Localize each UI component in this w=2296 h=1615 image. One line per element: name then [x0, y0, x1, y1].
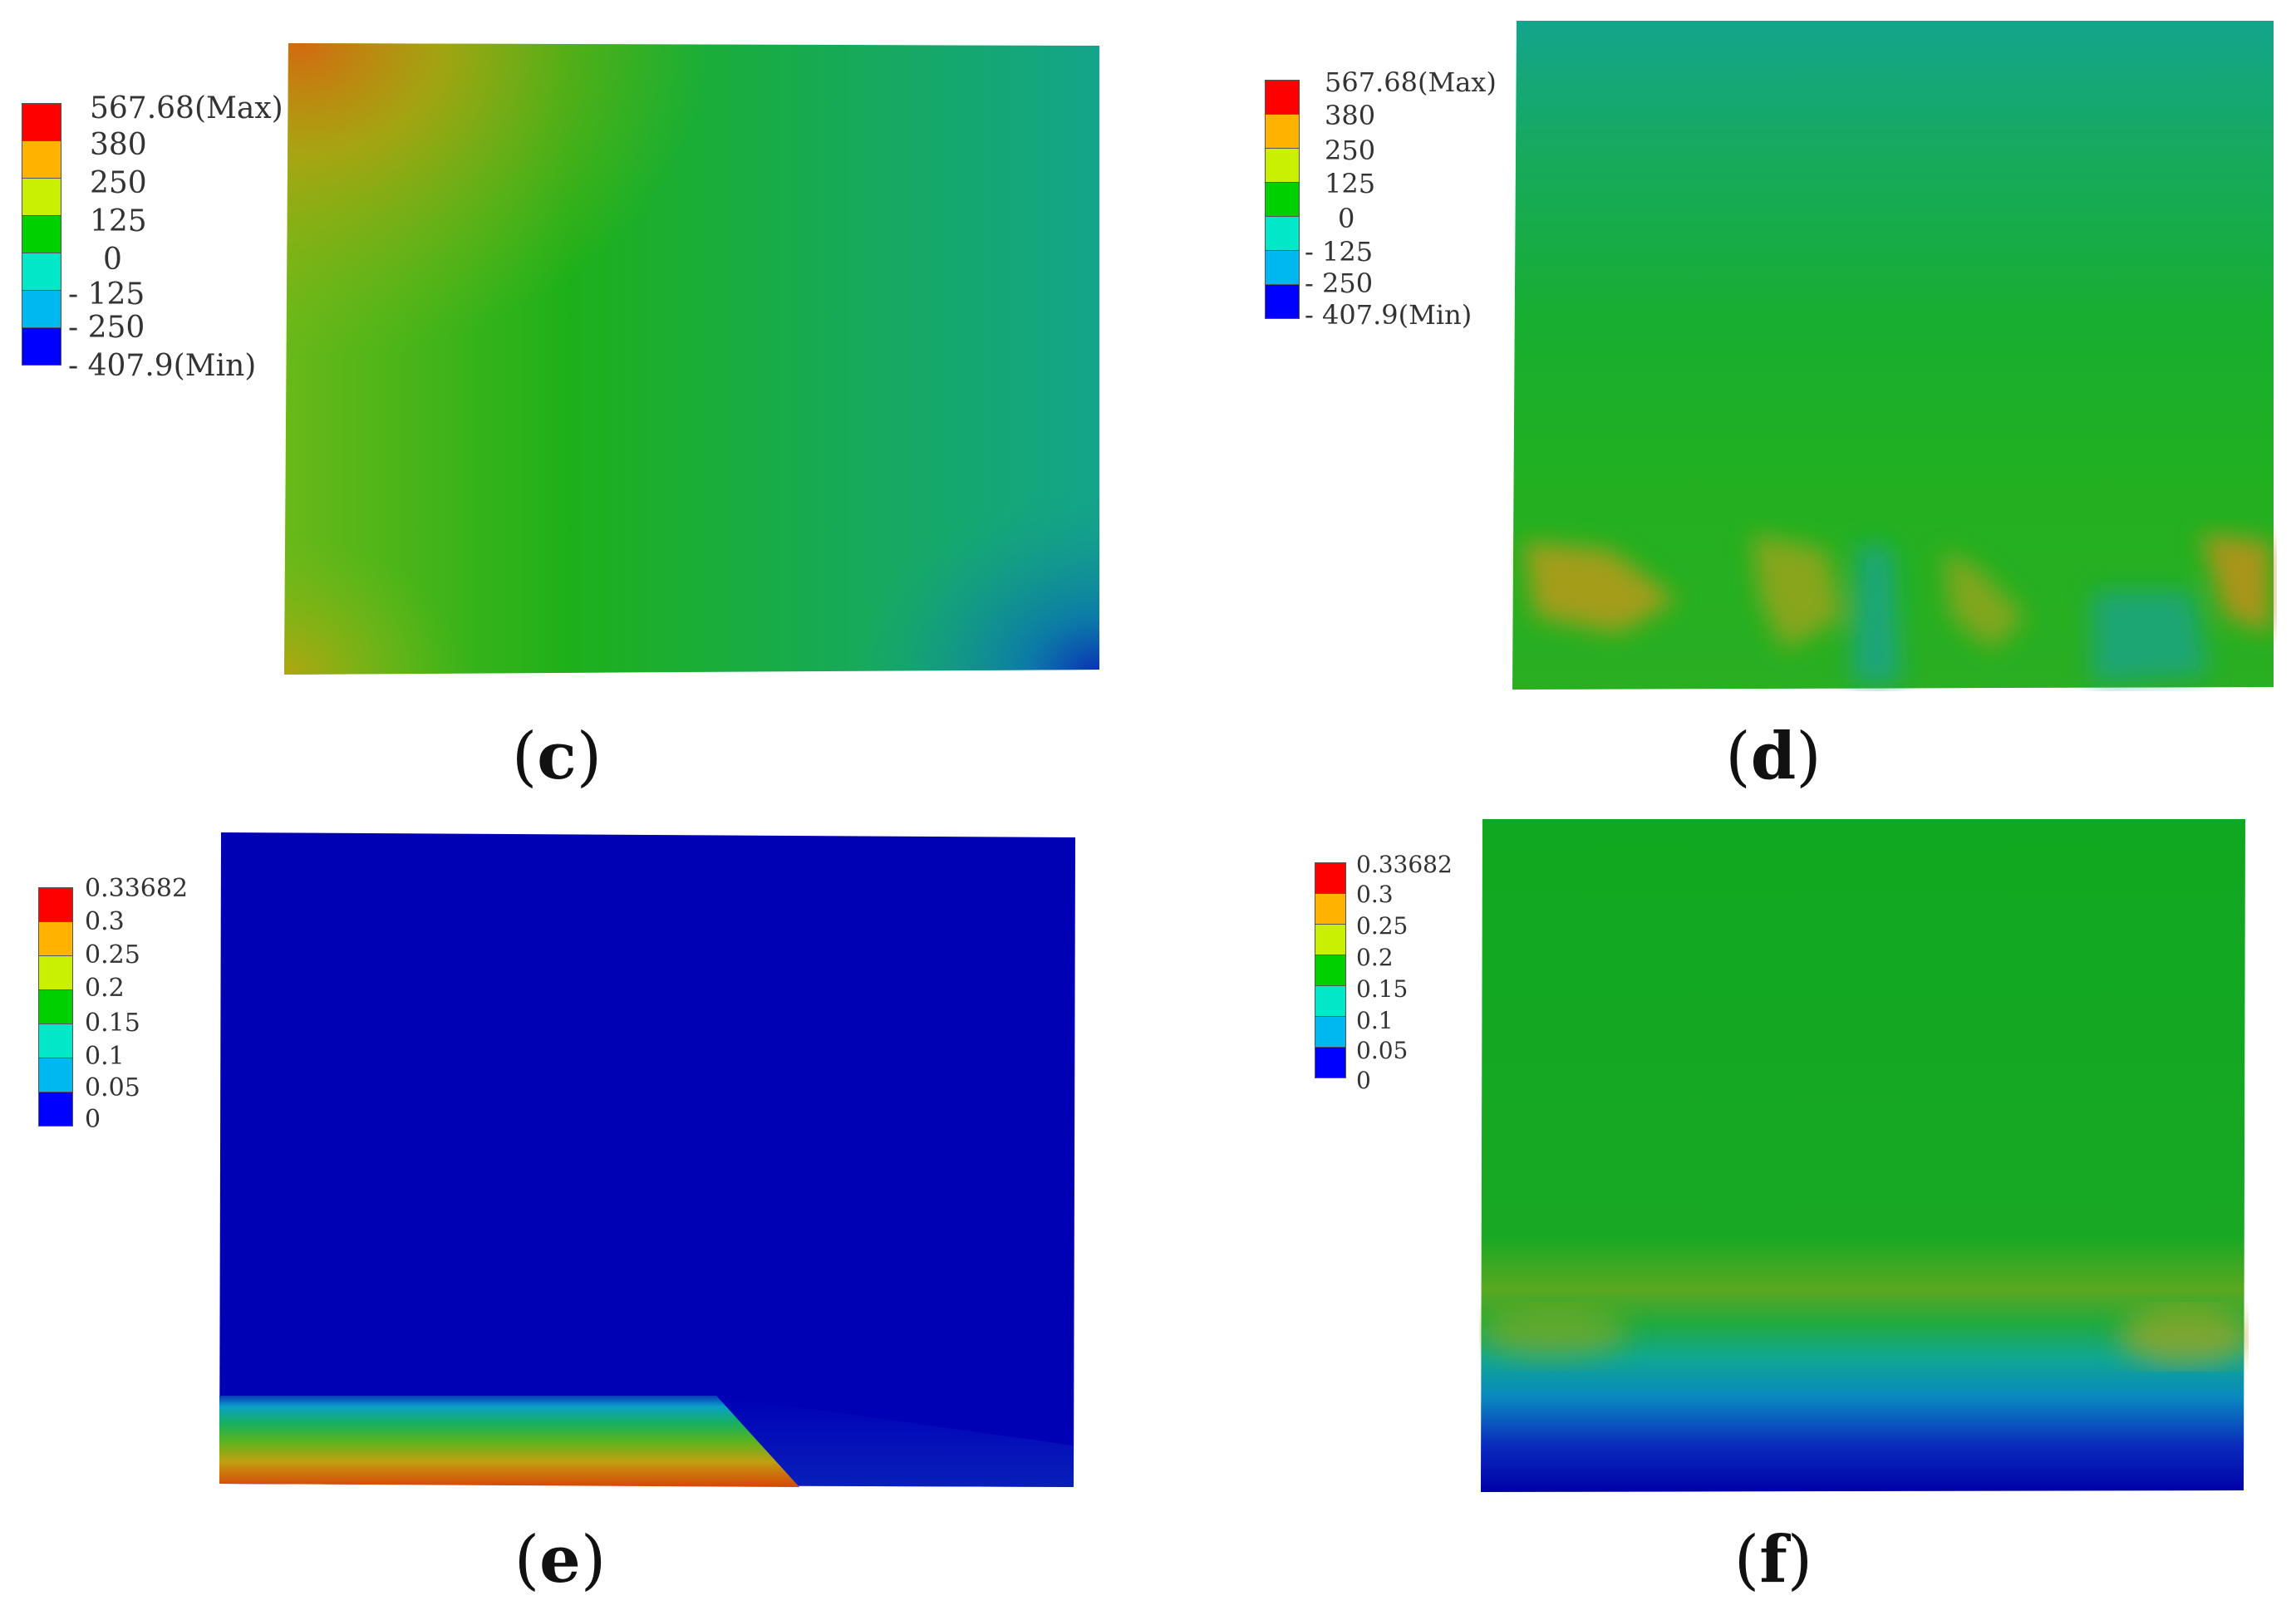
legend-label-min: 0	[1356, 1067, 1371, 1094]
legend-label: 125	[1325, 168, 1376, 199]
legend-label: 0.1	[85, 1042, 125, 1071]
panel-label-d: (d)	[1725, 719, 1822, 794]
legend-swatch	[1265, 80, 1300, 115]
contour-field-d	[1512, 21, 2274, 690]
panel-label-f: (f)	[1733, 1522, 1813, 1598]
legend-swatch	[1315, 862, 1346, 894]
legend-label: 0.15	[85, 1009, 140, 1038]
contour-field-c	[284, 43, 1099, 675]
legend-swatch	[1265, 182, 1300, 217]
legend-label: 0	[103, 243, 122, 277]
legend-swatch	[22, 290, 61, 328]
legend-label: 250	[1325, 135, 1376, 166]
legend-label-min: - 407.9(Min)	[1305, 299, 1472, 331]
legend-swatch	[1265, 284, 1300, 319]
legend-swatch	[38, 955, 73, 990]
legend-swatch	[22, 178, 61, 216]
legend-swatch	[1315, 1047, 1346, 1078]
legend-swatch	[38, 989, 73, 1024]
legend-label: - 125	[68, 277, 145, 312]
contour-field-f	[1479, 819, 2249, 1492]
legend-label: 0.1	[1356, 1007, 1394, 1034]
legend-label-min: - 407.9(Min)	[68, 349, 257, 383]
legend-swatch	[22, 253, 61, 291]
legend-label: 0.05	[85, 1073, 140, 1102]
legend-label: 125	[90, 204, 147, 238]
panel-label-e: (e)	[514, 1522, 607, 1598]
legend-label: - 250	[68, 311, 145, 345]
legend-swatch	[38, 1058, 73, 1092]
legend-swatch	[1265, 216, 1300, 251]
legend-label: - 125	[1305, 236, 1374, 268]
legend-swatch	[1315, 924, 1346, 955]
legend-swatch	[22, 140, 61, 179]
legend-label: 0.3	[1356, 881, 1394, 908]
panel-label-c: (c)	[511, 719, 602, 794]
legend-swatch	[38, 887, 73, 922]
legend-swatch	[22, 327, 61, 366]
legend-label: 250	[90, 166, 147, 200]
legend-label-max: 567.68(Max)	[90, 91, 283, 125]
legend-label: 0.25	[85, 940, 140, 969]
legend-label: 0.15	[1356, 975, 1409, 1003]
legend-swatch	[38, 921, 73, 956]
legend-label: 0.2	[1356, 944, 1394, 971]
legend-label: 380	[1325, 100, 1376, 131]
legend-label: 0.25	[1356, 912, 1409, 940]
legend-swatch	[22, 103, 61, 141]
legend-label-max: 0.33682	[1356, 851, 1453, 878]
legend-label: 0.3	[85, 907, 125, 936]
legend-swatch	[1265, 250, 1300, 285]
legend-swatch	[1315, 955, 1346, 986]
legend-swatch	[1265, 148, 1300, 183]
legend-label-min: 0	[85, 1105, 101, 1134]
legend-label: 0.2	[85, 974, 125, 1003]
legend-label: 380	[90, 128, 147, 162]
legend-swatch	[1265, 114, 1300, 149]
legend-swatch	[1315, 985, 1346, 1017]
contour-field-e	[219, 832, 1075, 1487]
legend-label: 0	[1338, 203, 1355, 234]
legend-swatch	[1315, 1016, 1346, 1048]
legend-label: 0.05	[1356, 1037, 1409, 1064]
legend-swatch	[1315, 893, 1346, 925]
legend-label-max: 0.33682	[85, 874, 189, 903]
legend-label: - 250	[1305, 268, 1374, 299]
legend-swatch	[38, 1092, 73, 1127]
legend-swatch	[22, 215, 61, 253]
legend-swatch	[38, 1023, 73, 1058]
legend-label-max: 567.68(Max)	[1325, 66, 1497, 98]
